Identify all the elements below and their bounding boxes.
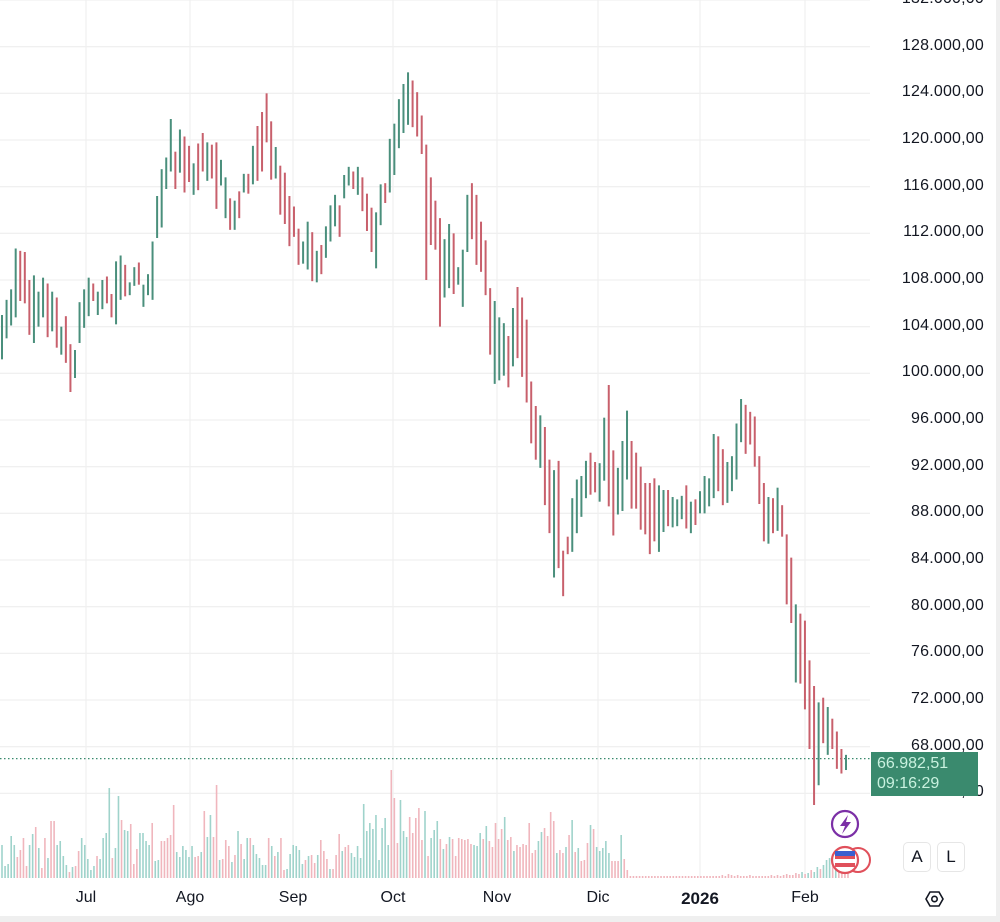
price-tick-label: 116.000,00 <box>903 176 984 194</box>
time-tick-label: 2026 <box>681 889 719 908</box>
price-tick-label: 96.000,00 <box>911 410 984 427</box>
price-tick-label: 108.000,00 <box>901 270 984 287</box>
auto-scale-button[interactable]: A <box>903 842 931 872</box>
time-tick-label: Sep <box>278 889 308 906</box>
price-tick-label: 104.000,00 <box>901 316 984 334</box>
price-tick-label: 112.000,00 <box>903 223 984 241</box>
price-tick-label: 124.000,00 <box>901 83 984 101</box>
price-tick-label: 72.000,00 <box>911 690 984 707</box>
price-tick-label: 76.000,00 <box>911 643 984 661</box>
price-tick-label: 128.000,00 <box>901 36 984 54</box>
right-border <box>996 0 1000 922</box>
price-tick-label: 92.000,00 <box>911 456 984 474</box>
price-tick-label: 68.000,00 <box>911 736 984 754</box>
price-tick-label: 80.000,00 <box>911 596 984 614</box>
time-tick-label: Ago <box>175 889 205 906</box>
time-tick-label: Nov <box>482 889 512 906</box>
bar-countdown: 09:16:29 <box>877 775 940 792</box>
price-tick-label: 88.000,00 <box>911 503 984 521</box>
bottom-border <box>0 916 1000 922</box>
last-price-label: 66.982,51 09:16:29 <box>871 752 978 796</box>
log-scale-button[interactable]: L <box>937 842 965 872</box>
time-tick-label: Oct <box>380 889 406 906</box>
price-tick-label: 100.000,00 <box>901 363 984 381</box>
last-price-value: 66.982,51 <box>877 755 949 772</box>
price-tick-label: 132.000,00 <box>902 0 984 8</box>
price-tick-label: 84.000,00 <box>911 550 984 567</box>
time-tick-label: Jul <box>75 889 97 906</box>
price-tick-label: 120.000,00 <box>901 130 984 147</box>
time-tick-label: Dic <box>586 889 610 906</box>
time-tick-label: Feb <box>791 889 819 906</box>
